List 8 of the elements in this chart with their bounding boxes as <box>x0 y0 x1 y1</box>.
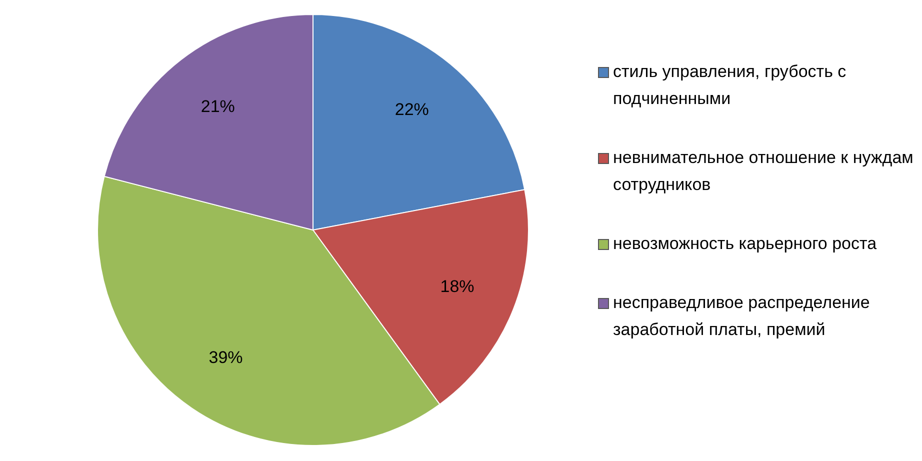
data-label: 21% <box>200 97 235 116</box>
data-label: 39% <box>208 348 243 368</box>
legend-label: невнимательное отношение к нуждам сотрудников <box>613 147 914 196</box>
data-label: 18% <box>440 276 474 296</box>
legend-label: невозможность карьерного роста <box>613 233 877 255</box>
data-label: 22% <box>394 100 429 120</box>
legend-label: стиль управления, грубость с подчиненными <box>613 61 848 110</box>
legend-label: несправедливое распределение заработной платы, премий <box>613 292 871 341</box>
